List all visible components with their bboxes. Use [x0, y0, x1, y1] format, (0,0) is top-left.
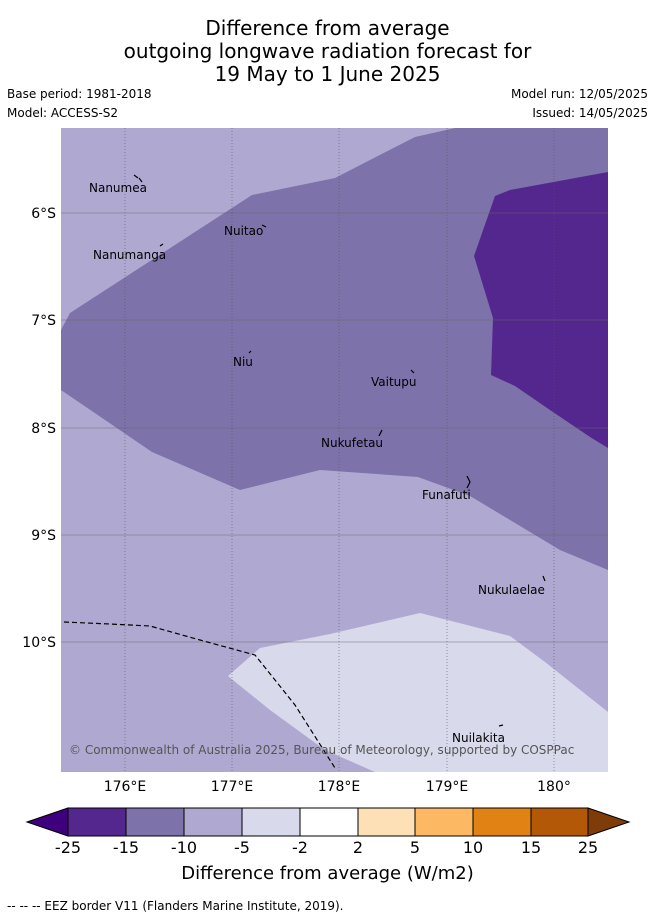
map-title: Difference from average outgoing longwav…	[0, 17, 655, 86]
colorbar-extend-high	[587, 807, 631, 837]
eez-border	[63, 621, 336, 769]
colorbar-segment-6	[357, 807, 416, 837]
islands	[133, 174, 546, 727]
colorbar-tick-label: 2	[352, 838, 364, 857]
place-label-nukufetau: Nukufetau	[321, 436, 383, 450]
colorbar-tick-label: 25	[577, 838, 599, 857]
colorbar-segment-4	[241, 807, 301, 837]
colorbar-tick-label: 15	[520, 838, 542, 857]
lat-label-6s: 6°S	[31, 206, 56, 222]
region-band-pale	[228, 613, 608, 772]
colorbar-segment-7	[414, 807, 474, 837]
lon-label-178e: 178°E	[318, 779, 361, 795]
eez-footnote: -- -- -- EEZ border V11 (Flanders Marine…	[7, 899, 344, 913]
colorbar-tick-label: -2	[292, 838, 308, 857]
copyright-notice: © Commonwealth of Australia 2025, Bureau…	[69, 743, 574, 757]
colorbar-segment-5	[299, 807, 359, 837]
region-band-medium	[61, 128, 608, 570]
lon-label-176e: 176°E	[104, 779, 147, 795]
colorbar-segment-1	[67, 807, 127, 837]
graticule	[124, 128, 555, 772]
lat-label-9s: 9°S	[31, 528, 56, 544]
latitude-lines	[61, 212, 608, 643]
colorbar-segment-3	[183, 807, 243, 837]
region-band-dark	[474, 172, 608, 448]
lat-label-8s: 8°S	[31, 421, 56, 437]
title-line-3: 19 May to 1 June 2025	[214, 62, 441, 86]
colorbar-tick-label: -10	[170, 838, 198, 857]
lat-label-7s: 7°S	[31, 313, 56, 329]
issued-label: Issued: 14/05/2025	[532, 106, 648, 120]
colorbar-tick-label: 5	[409, 838, 421, 857]
colorbar-segment-8	[472, 807, 532, 837]
place-label-niu: Niu	[233, 355, 253, 369]
colorbar	[25, 807, 631, 837]
colorbar-tick-label: 10	[462, 838, 484, 857]
lat-label-10s: 10°S	[22, 635, 56, 651]
colorbar-tick-label: -5	[234, 838, 250, 857]
lon-label-177e: 177°E	[211, 779, 254, 795]
colorbar-tick-label: -25	[54, 838, 82, 857]
place-label-nuitao: Nuitao	[224, 224, 263, 238]
colorbar-segment-9	[530, 807, 589, 837]
place-label-nukulaelae: Nukulaelae	[478, 583, 545, 597]
colorbar-extend-low	[25, 807, 69, 837]
place-label-nanumanga: Nanumanga	[93, 248, 166, 262]
place-label-funafuti: Funafuti	[422, 488, 471, 502]
title-line-1: Difference from average	[205, 16, 450, 40]
model-run-label: Model run: 12/05/2025	[510, 87, 648, 101]
base-period-label: Base period: 1981-2018	[7, 87, 152, 101]
lon-label-180: 180°	[537, 779, 571, 795]
model-label: Model: ACCESS-S2	[7, 106, 119, 120]
title-line-2: outgoing longwave radiation forecast for	[123, 39, 532, 63]
colorbar-title: Difference from average (W/m2)	[181, 863, 474, 884]
place-label-nanumea: Nanumea	[89, 181, 147, 195]
colorbar-tick-label: -15	[112, 838, 140, 857]
place-label-nuilakita: Nuilakita	[452, 731, 505, 745]
place-label-vaitupu: Vaitupu	[371, 375, 417, 389]
lon-label-179e: 179°E	[426, 779, 469, 795]
colorbar-segment-2	[125, 807, 185, 837]
